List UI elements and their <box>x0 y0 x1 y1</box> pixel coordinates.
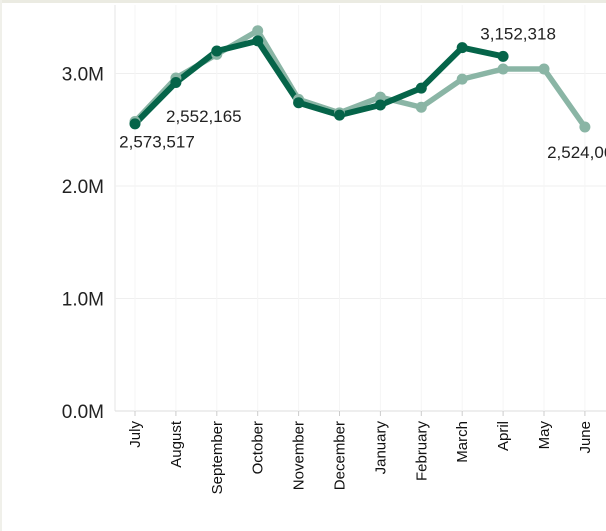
y-axis: 0.0M 1.0M 2.0M 3.0M <box>62 65 104 424</box>
series-point-0 <box>374 91 386 103</box>
x-tick-label: January <box>372 421 389 475</box>
x-tick-label: July <box>127 421 144 448</box>
x-axis: July August September October November Decemb… <box>127 411 594 494</box>
gridlines <box>114 5 606 412</box>
x-tick-label: March <box>454 421 471 463</box>
series-point-1 <box>170 77 182 88</box>
left-border <box>0 0 2 531</box>
series-point-0 <box>538 63 550 75</box>
series-point-0 <box>456 73 468 85</box>
y-tick-label: 0.0M <box>62 402 104 423</box>
series-point-1 <box>374 99 386 111</box>
y-tick-label: 2.0M <box>62 177 104 198</box>
y-tick-label: 3.0M <box>62 65 104 86</box>
data-labels: 2,573,517 2,552,165 3,152,318 2,524,062 <box>119 24 606 162</box>
series-point-1 <box>497 50 509 62</box>
series-point-1 <box>334 109 345 121</box>
x-tick-label: June <box>577 421 594 454</box>
series-point-1 <box>293 97 305 109</box>
series-point-0 <box>252 25 264 37</box>
series-point-0 <box>579 121 591 133</box>
top-border <box>0 0 606 3</box>
x-tick-label: May <box>536 421 553 450</box>
series-point-0 <box>497 63 509 75</box>
data-label: 2,573,517 <box>119 132 195 151</box>
x-tick-label: December <box>332 421 349 490</box>
series-line-1 <box>132 37 507 127</box>
series-points <box>129 25 591 133</box>
x-tick-label: February <box>413 421 430 482</box>
series-point-0 <box>415 101 427 113</box>
series-lines <box>132 28 588 130</box>
series-point-1 <box>211 45 223 57</box>
x-tick-label: November <box>291 421 308 490</box>
series-point-1 <box>252 35 264 47</box>
series-point-1 <box>456 42 468 54</box>
x-tick-label: April <box>495 421 512 451</box>
data-label: 3,152,318 <box>480 24 556 43</box>
data-label: 2,524,062 <box>547 143 606 162</box>
x-tick-label: August <box>168 420 185 468</box>
y-tick-label: 1.0M <box>62 290 104 311</box>
series-point-1 <box>129 118 141 130</box>
series-point-1 <box>415 82 427 94</box>
x-tick-label: October <box>250 421 267 474</box>
data-label: 2,552,165 <box>166 107 242 126</box>
x-tick-label: September <box>209 421 226 494</box>
